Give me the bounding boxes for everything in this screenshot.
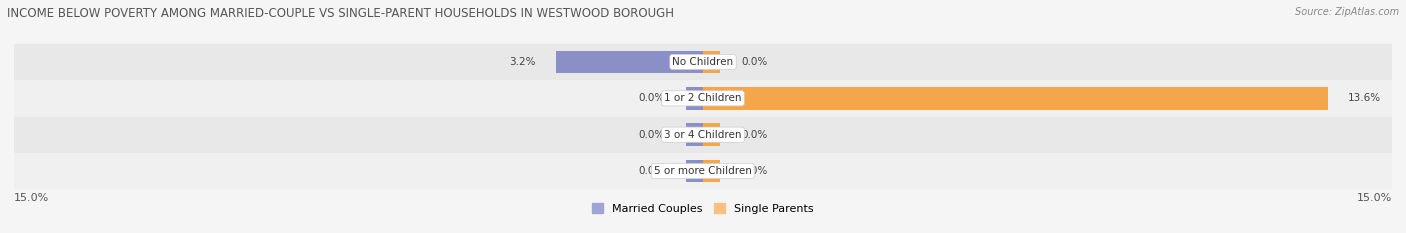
Bar [686,160,703,182]
Text: 0.0%: 0.0% [638,93,665,103]
Bar [703,87,1327,110]
Bar [686,123,703,146]
Text: 1 or 2 Children: 1 or 2 Children [664,93,742,103]
Text: 15.0%: 15.0% [1357,193,1392,203]
Text: 3 or 4 Children: 3 or 4 Children [664,130,742,140]
Legend: Married Couples, Single Parents: Married Couples, Single Parents [588,199,818,218]
FancyBboxPatch shape [14,116,1392,153]
Text: INCOME BELOW POVERTY AMONG MARRIED-COUPLE VS SINGLE-PARENT HOUSEHOLDS IN WESTWOO: INCOME BELOW POVERTY AMONG MARRIED-COUPL… [7,7,673,20]
Text: 0.0%: 0.0% [741,130,768,140]
Text: 0.0%: 0.0% [741,57,768,67]
Text: 0.0%: 0.0% [741,166,768,176]
Text: Source: ZipAtlas.com: Source: ZipAtlas.com [1295,7,1399,17]
Bar [686,87,703,110]
FancyBboxPatch shape [14,80,1392,116]
Text: 13.6%: 13.6% [1348,93,1382,103]
Bar [555,51,703,73]
Text: 3.2%: 3.2% [509,57,536,67]
Bar [703,51,720,73]
Text: No Children: No Children [672,57,734,67]
FancyBboxPatch shape [14,44,1392,80]
Text: 0.0%: 0.0% [638,166,665,176]
Text: 0.0%: 0.0% [638,130,665,140]
Bar [703,160,720,182]
Text: 15.0%: 15.0% [14,193,49,203]
Text: 5 or more Children: 5 or more Children [654,166,752,176]
FancyBboxPatch shape [14,153,1392,189]
Bar [703,123,720,146]
